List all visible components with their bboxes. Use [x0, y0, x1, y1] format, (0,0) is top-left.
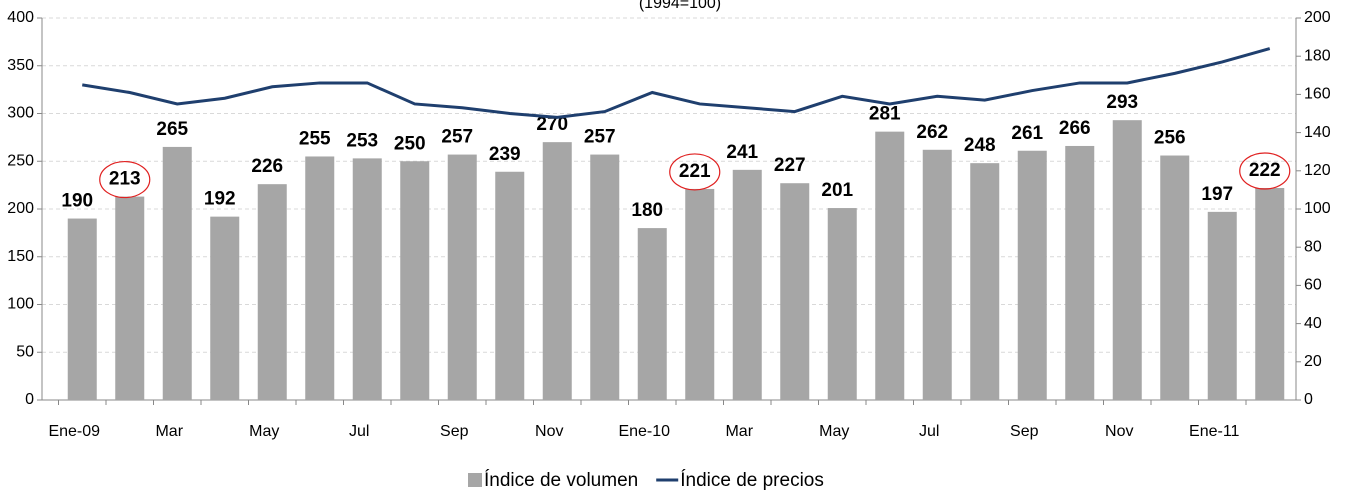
bar-value-label: 250: [394, 133, 426, 154]
x-tick-label: Jul: [919, 423, 939, 440]
bar-value-label: 192: [204, 189, 236, 210]
x-tick-label: May: [819, 423, 849, 440]
highlight-circle: [99, 160, 151, 199]
bar: [970, 163, 1000, 400]
bar: [305, 156, 335, 400]
bar: [590, 154, 620, 400]
y-tick-label: 300: [7, 105, 34, 122]
bar-value-label: 262: [916, 122, 948, 143]
bar-value-label: 180: [631, 200, 663, 221]
legend-label: Índice de volumen: [484, 470, 638, 490]
bar-value-label: 293: [1106, 92, 1138, 113]
x-tick-label: Ene-10: [618, 423, 670, 440]
bar-value-label: 239: [489, 144, 521, 165]
chart-subtitle: (1994=100): [639, 0, 721, 12]
line: [82, 47, 1271, 119]
bar: [162, 146, 192, 400]
bar: [1017, 150, 1047, 400]
x-tick-label: May: [249, 423, 279, 440]
y-tick-label: 0: [25, 391, 34, 408]
x-tick-label: Mar: [155, 423, 183, 440]
bar-value-label: 197: [1201, 184, 1233, 205]
bar-value-label: 248: [964, 135, 996, 156]
bar: [922, 149, 952, 400]
bar-value-label: 222: [1249, 160, 1281, 181]
x-tick-label: Nov: [535, 423, 563, 440]
legend-swatch: [468, 473, 482, 487]
bar-value-label: 270: [536, 114, 568, 135]
bar: [1207, 211, 1237, 400]
bar: [685, 188, 715, 400]
x-tick-label: Mar: [725, 423, 753, 440]
bar-value-label: 241: [726, 142, 758, 163]
bar-value-label: 226: [251, 156, 283, 177]
y2-tick-label: 120: [1304, 162, 1331, 179]
bar-value-label: 255: [299, 128, 331, 149]
y2-tick-label: 60: [1304, 277, 1322, 294]
bar-value-label: 265: [156, 119, 188, 140]
y2-tick-label: 80: [1304, 238, 1322, 255]
bar-value-label: 201: [821, 180, 853, 201]
bar: [447, 154, 477, 400]
x-tick-label: Sep: [1010, 423, 1039, 440]
bar: [352, 158, 382, 400]
x-tick-label: Nov: [1105, 423, 1133, 440]
bar-value-label: 227: [774, 155, 806, 176]
bar-value-label: 281: [869, 104, 901, 125]
bar-value-label: 261: [1011, 123, 1043, 144]
y2-tick-label: 0: [1304, 391, 1313, 408]
bar: [780, 183, 810, 400]
highlight-circle: [1239, 152, 1291, 190]
bar: [1255, 187, 1285, 400]
y2-tick-label: 180: [1304, 47, 1331, 64]
bar: [637, 228, 667, 400]
bar-value-label: 257: [584, 127, 616, 148]
bar-value-label: 213: [109, 169, 141, 190]
y2-tick-label: 100: [1304, 200, 1331, 217]
bar: [732, 169, 762, 400]
bar-value-label: 190: [61, 191, 93, 212]
bar: [542, 142, 572, 400]
bar-value-label: 221: [679, 161, 711, 182]
bar: [827, 208, 857, 400]
y-tick-label: 350: [7, 57, 34, 74]
y-tick-label: 50: [16, 343, 34, 360]
bar: [400, 161, 430, 400]
x-tick-label: Ene-11: [1189, 423, 1240, 440]
y-tick-label: 100: [7, 296, 34, 313]
y-tick-label: 400: [7, 9, 34, 26]
y2-tick-label: 40: [1304, 315, 1322, 332]
bar-value-label: 257: [441, 127, 473, 148]
y-tick-label: 250: [7, 152, 34, 169]
y2-tick-label: 20: [1304, 353, 1322, 370]
bar-value-label: 253: [346, 130, 378, 151]
bar: [1160, 155, 1190, 400]
bar: [67, 218, 97, 400]
x-tick-label: Ene-09: [48, 423, 100, 440]
bar: [495, 171, 525, 400]
legend-label: Índice de precios: [680, 470, 824, 490]
bar: [210, 216, 240, 400]
bar-value-label: 266: [1059, 118, 1091, 139]
y-tick-label: 150: [7, 248, 34, 265]
bar: [875, 131, 905, 400]
bar: [257, 184, 287, 400]
bar: [1112, 120, 1142, 400]
bar: [1065, 145, 1095, 400]
y-tick-label: 200: [7, 200, 34, 217]
bar-value-label: 256: [1154, 128, 1186, 149]
x-tick-label: Jul: [349, 423, 369, 440]
y2-tick-label: 140: [1304, 124, 1331, 141]
highlight-circle: [669, 153, 721, 191]
y2-tick-label: 200: [1304, 9, 1331, 26]
bar: [115, 196, 145, 400]
y2-tick-label: 160: [1304, 86, 1331, 103]
x-tick-label: Sep: [440, 423, 469, 440]
